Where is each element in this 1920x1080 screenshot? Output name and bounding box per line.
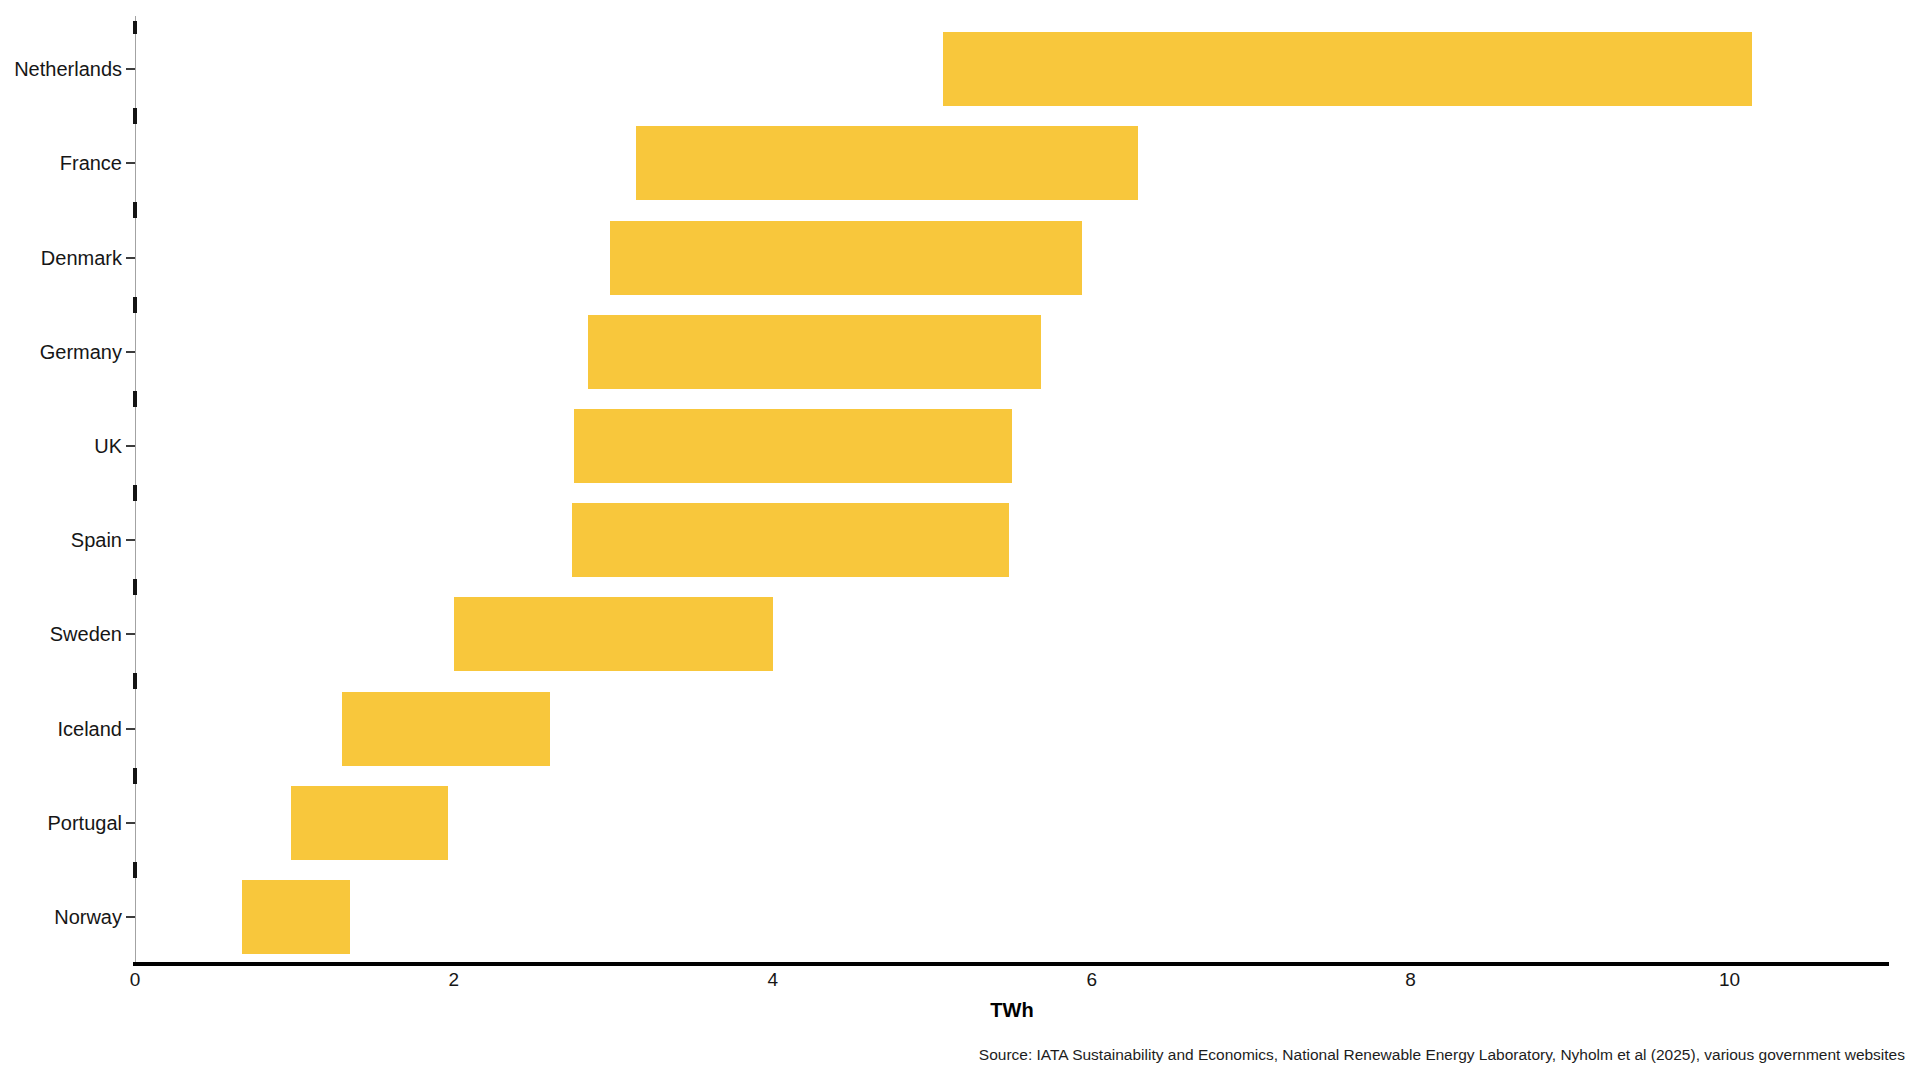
y-axis-boundary-tick [133,391,137,407]
source-note: Source: IATA Sustainability and Economic… [979,1046,1905,1064]
y-axis-label-portugal: Portugal [0,811,122,834]
y-axis-label-spain: Spain [0,529,122,552]
bar-uk [574,409,1013,483]
y-axis-tick [126,162,135,164]
y-axis-label-denmark: Denmark [0,246,122,269]
x-tick-label-2: 2 [449,969,460,991]
y-axis-label-france: France [0,152,122,175]
y-axis-boundary-tick [133,768,137,784]
y-axis-label-norway: Norway [0,905,122,928]
y-axis-boundary-tick [133,108,137,124]
bar-iceland [342,692,549,766]
y-axis-boundary-tick [133,297,137,313]
y-axis-boundary-tick [133,202,137,218]
y-axis-label-iceland: Iceland [0,717,122,740]
y-axis-tick [126,257,135,259]
bar-sweden [454,597,773,671]
x-axis-line [133,962,1889,966]
bar-norway [242,880,350,954]
bar-spain [572,503,1009,577]
y-axis-label-germany: Germany [0,340,122,363]
range-bar-chart: Netherlands France Denmark Germany UK Spain Sw… [0,0,1920,1080]
bar-france [636,126,1138,200]
x-tick-label-4: 4 [768,969,779,991]
x-tick-label-0: 0 [130,969,141,991]
bar-germany [588,315,1041,389]
y-axis-tick [126,728,135,730]
x-axis-title: TWh [990,999,1033,1022]
y-axis-tick [126,445,135,447]
bar-denmark [610,221,1082,295]
y-axis-tick [126,822,135,824]
y-axis-boundary-tick [133,862,137,878]
y-axis-tick [126,633,135,635]
y-axis-tick [126,68,135,70]
x-tick-label-8: 8 [1405,969,1416,991]
y-axis-label-netherlands: Netherlands [0,58,122,81]
y-axis-boundary-tick [133,21,137,34]
bar-netherlands [943,32,1751,106]
x-tick-label-6: 6 [1086,969,1097,991]
y-axis-boundary-tick [133,673,137,689]
bar-portugal [291,786,447,860]
y-axis-tick [126,539,135,541]
x-tick-label-10: 10 [1719,969,1740,991]
y-axis-tick [126,916,135,918]
y-axis-boundary-tick [133,485,137,501]
y-axis-tick [126,351,135,353]
y-axis-boundary-tick [133,579,137,595]
y-axis-label-uk: UK [0,434,122,457]
y-axis-label-sweden: Sweden [0,623,122,646]
